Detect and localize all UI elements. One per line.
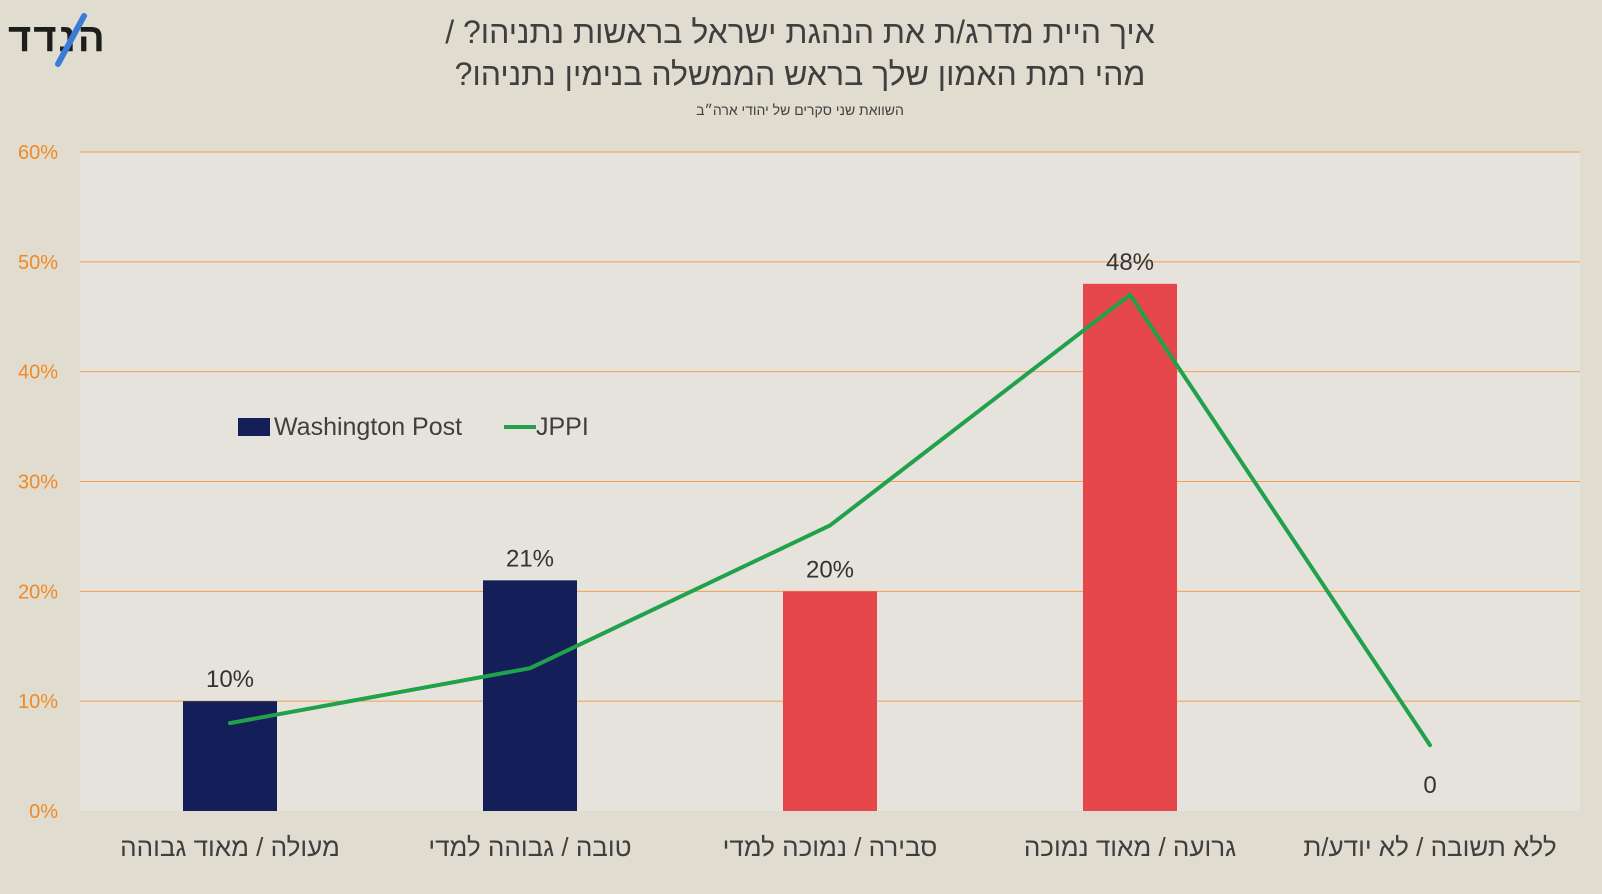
legend-label-jppi: JPPI	[536, 413, 589, 441]
data-label: 20%	[806, 556, 854, 583]
legend-label-washington-post: Washington Post	[274, 413, 462, 441]
y-tick-label: 0%	[29, 801, 58, 823]
logo: הנדד	[8, 8, 118, 70]
bar	[483, 580, 577, 811]
legend-swatch-washington-post	[238, 418, 270, 436]
y-tick-label: 50%	[18, 252, 58, 274]
x-category-label: סבירה / נמוכה למדי	[723, 832, 938, 862]
data-label: 0	[1423, 772, 1436, 799]
bar	[183, 701, 277, 811]
logo-slash-icon	[55, 13, 87, 67]
chart-title-line1: איך היית מדרג/ת את הנהגת ישראל בראשות נת…	[445, 14, 1155, 50]
y-tick-label: 10%	[18, 691, 58, 713]
x-category-label: מעולה / מאוד גבוהה	[120, 832, 340, 862]
y-tick-label: 40%	[18, 362, 58, 384]
bar	[783, 591, 877, 811]
data-label: 48%	[1106, 249, 1154, 276]
bar	[1083, 283, 1177, 811]
x-category-label: ללא תשובה / לא יודע/ת	[1303, 832, 1556, 862]
chart-title-line2: מהי רמת האמון שלך בראש הממשלה בנימין נתנ…	[454, 56, 1146, 92]
x-category-label: גרועה / מאוד נמוכה	[1024, 832, 1236, 862]
data-label: 21%	[506, 545, 554, 572]
x-category-label: טובה / גבוהה למדי	[428, 832, 631, 862]
y-tick-label: 60%	[18, 142, 58, 164]
data-label: 10%	[206, 666, 254, 693]
chart-subtitle: השוואת שני סקרים של יהודי ארה״ב	[696, 102, 904, 118]
y-tick-label: 20%	[18, 581, 58, 603]
y-tick-label: 30%	[18, 472, 58, 494]
logo-text: הנדד	[8, 16, 107, 60]
